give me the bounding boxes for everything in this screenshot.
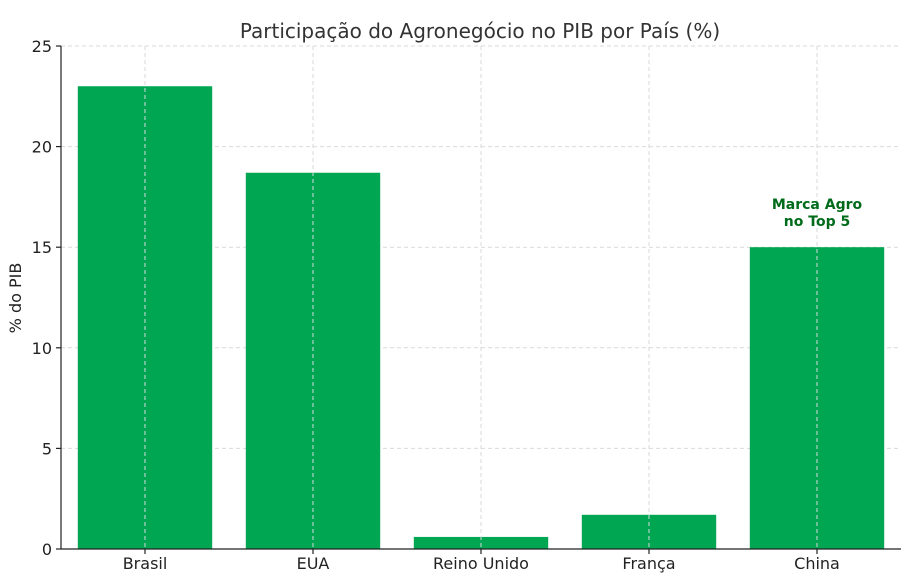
chart-title: Participação do Agronegócio no PIB por P… xyxy=(240,19,720,43)
y-tick-label: 15 xyxy=(32,238,52,257)
x-tick-label: China xyxy=(794,554,840,573)
axes xyxy=(56,45,901,554)
y-axis-label: % do PIB xyxy=(6,263,25,334)
x-tick-label: Reino Unido xyxy=(433,554,529,573)
bar-reino-unido xyxy=(413,536,549,549)
x-tick-label: Brasil xyxy=(123,554,168,573)
bars xyxy=(77,86,885,550)
annotation-line: no Top 5 xyxy=(784,214,850,230)
y-tick-label: 0 xyxy=(42,540,52,559)
y-tick-label: 25 xyxy=(32,37,52,56)
x-tick-label: EUA xyxy=(297,554,330,573)
x-tick-label: França xyxy=(622,554,675,573)
y-tick-label: 5 xyxy=(42,439,52,458)
bar-brasil xyxy=(77,86,213,550)
y-tick-label: 10 xyxy=(32,339,52,358)
annotation-line: Marca Agro xyxy=(772,197,863,213)
tick-labels: 0 5 10 15 20 25 Brasil EUA Reino Unido França Chin… xyxy=(32,37,840,573)
y-tick-label: 20 xyxy=(32,138,52,157)
